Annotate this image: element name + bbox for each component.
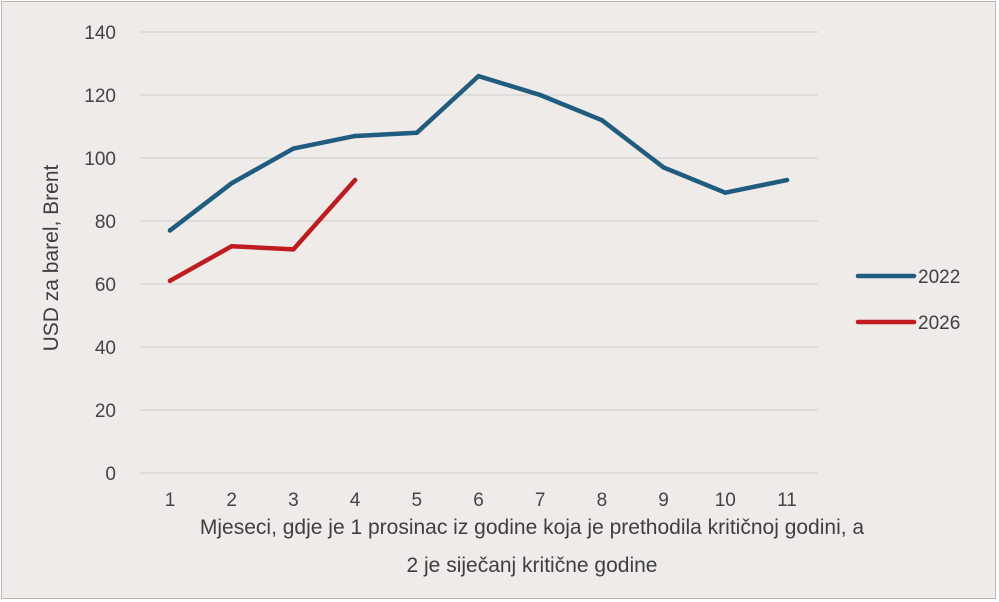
x-tick-label: 1 bbox=[165, 490, 176, 511]
y-tick-label: 60 bbox=[95, 275, 116, 296]
data-point-2026 bbox=[229, 244, 234, 249]
legend-label-2026: 2026 bbox=[918, 313, 960, 334]
series-line-2022 bbox=[167, 73, 790, 233]
y-tick-label: 120 bbox=[84, 86, 116, 107]
data-point-2026 bbox=[167, 278, 173, 284]
y-tick-label: 0 bbox=[105, 464, 116, 485]
data-point-2022 bbox=[723, 190, 728, 195]
x-tick-label: 5 bbox=[412, 490, 423, 511]
data-point-2026 bbox=[352, 177, 358, 183]
x-axis-title-line-1: Mjeseci, gdje je 1 prosinac iz godine ko… bbox=[200, 516, 865, 539]
x-tick-label: 10 bbox=[715, 490, 736, 511]
data-point-2022 bbox=[599, 118, 605, 123]
data-point-2022 bbox=[661, 165, 666, 170]
legend: 2022 2026 bbox=[855, 267, 960, 334]
x-tick-label: 11 bbox=[777, 490, 797, 511]
data-point-2022 bbox=[476, 73, 481, 79]
data-point-2022 bbox=[784, 177, 790, 183]
data-point-2022 bbox=[352, 133, 358, 139]
y-tick-label: 40 bbox=[95, 338, 116, 359]
x-tick-label: 3 bbox=[288, 490, 299, 511]
y-axis-ticks: 0 20 40 60 80 100 120 140 bbox=[84, 23, 116, 485]
x-axis-ticks: 1 2 3 4 5 6 7 8 9 10 11 bbox=[165, 490, 797, 511]
series-lines bbox=[167, 73, 790, 284]
legend-label-2022: 2022 bbox=[918, 267, 960, 288]
x-tick-label: 4 bbox=[350, 490, 361, 511]
y-tick-label: 80 bbox=[95, 212, 116, 233]
x-tick-label: 6 bbox=[473, 490, 484, 511]
data-point-2022 bbox=[414, 130, 419, 135]
y-tick-label: 20 bbox=[95, 401, 116, 422]
x-tick-label: 2 bbox=[226, 490, 237, 511]
series-line-2026 bbox=[167, 177, 358, 284]
x-tick-label: 8 bbox=[597, 490, 608, 511]
data-point-2022 bbox=[229, 181, 234, 186]
data-point-2022 bbox=[291, 146, 296, 151]
x-axis-title-line-2: 2 je siječanj kritične godine bbox=[407, 554, 658, 577]
y-tick-label: 100 bbox=[84, 149, 116, 170]
gridlines bbox=[140, 31, 818, 474]
x-tick-label: 9 bbox=[658, 490, 669, 511]
x-tick-label: 7 bbox=[535, 490, 546, 511]
y-axis-title: USD za barel, Brent bbox=[40, 164, 63, 351]
data-point-2026 bbox=[291, 247, 296, 252]
data-point-2022 bbox=[167, 228, 173, 233]
data-point-2022 bbox=[538, 92, 543, 98]
y-tick-label: 140 bbox=[84, 23, 116, 44]
